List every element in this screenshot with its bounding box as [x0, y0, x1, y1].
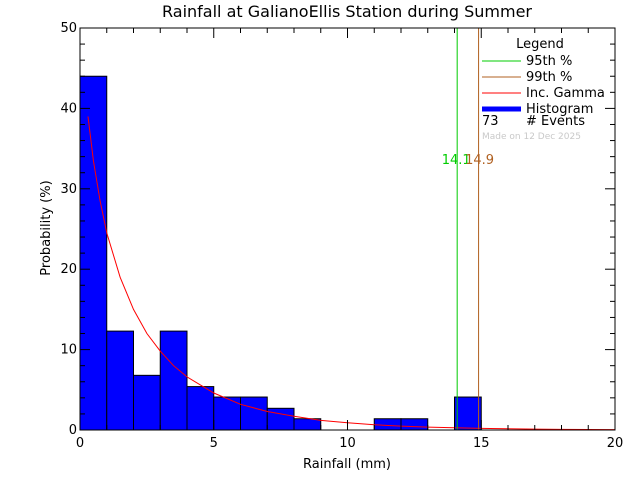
percentile-label-1: 14.9: [465, 153, 494, 168]
legend-label-2: Inc. Gamma: [526, 86, 605, 101]
y-tick-label: 0: [69, 423, 77, 438]
made-on-note: Made on 12 Dec 2025: [482, 132, 581, 142]
x-tick-label: 5: [210, 436, 218, 451]
x-tick-label: 20: [607, 436, 624, 451]
events-label: # Events: [526, 114, 585, 129]
legend-label-1: 99th %: [526, 70, 572, 85]
histogram-bar-11: [373, 418, 402, 431]
legend-label-3: Histogram: [526, 102, 593, 117]
y-tick-label: 30: [60, 182, 77, 197]
x-tick-label: 0: [76, 436, 84, 451]
x-tick-label: 10: [339, 436, 356, 451]
x-axis-label: Rainfall (mm): [303, 457, 391, 472]
histogram-bar-6: [240, 396, 268, 431]
y-tick-label: 40: [60, 101, 77, 116]
histogram-bar-12: [400, 418, 429, 431]
histogram-bar-7: [266, 407, 295, 431]
histogram-bar-2: [133, 374, 161, 431]
histogram-bar-14: [454, 396, 482, 431]
legend-label-0: 95th %: [526, 54, 572, 69]
legend-title: Legend: [516, 37, 564, 52]
y-axis-label: Probability (%): [39, 180, 54, 275]
histogram-bar-1: [106, 330, 134, 431]
gamma-curve-line: [87, 116, 616, 431]
plot-area: 14.114.9 0 5 10 15 20 0 10 20 30 40 50: [60, 21, 623, 451]
percentile-label-0: 14.1: [442, 153, 471, 168]
events-count: 73: [482, 114, 499, 129]
chart-title: Rainfall at GalianoEllis Station during …: [162, 2, 532, 21]
histogram-bar-3: [159, 330, 188, 431]
x-tick-label: 15: [473, 436, 490, 451]
histogram-bar-4: [186, 386, 215, 431]
y-tick-label: 50: [60, 21, 77, 36]
histogram-bar-8: [293, 418, 322, 431]
y-tick-label: 10: [60, 343, 77, 358]
y-tick-label: 20: [60, 262, 77, 277]
histogram-bar-5: [213, 396, 241, 431]
